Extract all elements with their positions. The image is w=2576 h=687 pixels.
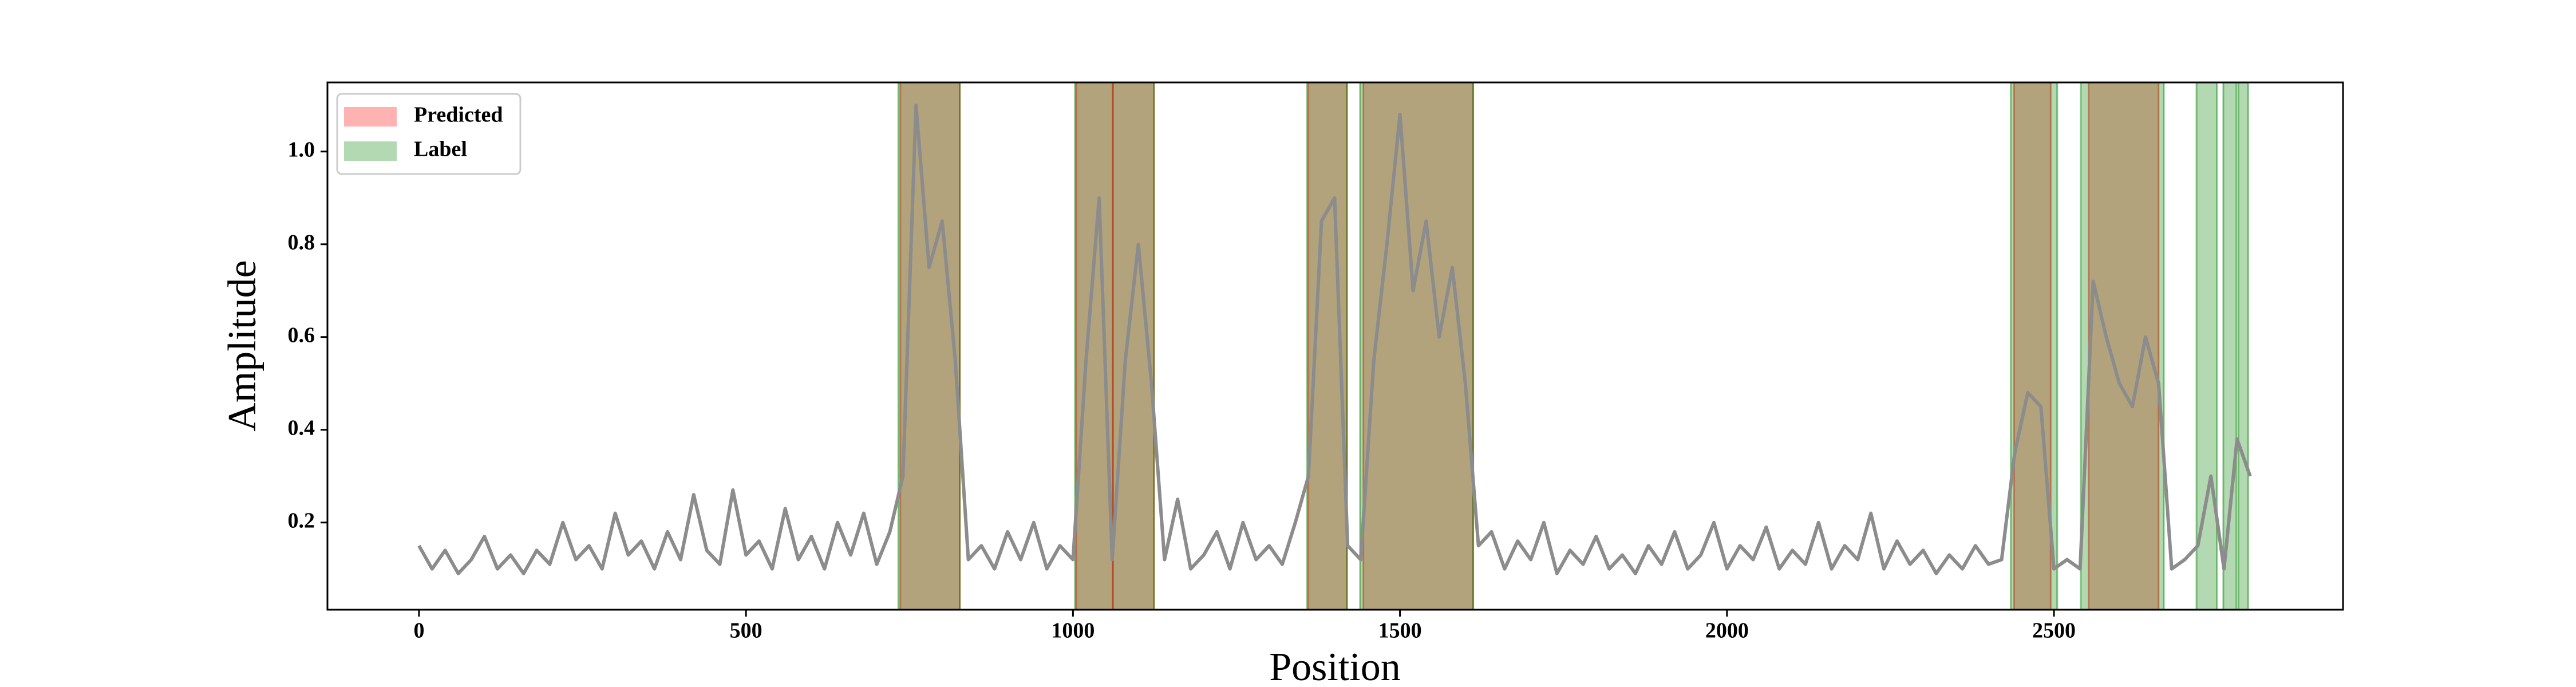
x-axis-label: Position — [1269, 645, 1401, 687]
y-tick-label: 0.6 — [288, 323, 315, 347]
legend-swatch — [344, 141, 397, 161]
span — [2080, 81, 2165, 611]
x-tick-label: 1000 — [1051, 619, 1095, 643]
x-tick-label: 2000 — [1705, 619, 1749, 643]
data-line — [417, 103, 2252, 575]
legend-swatch — [344, 107, 397, 127]
span — [2013, 81, 2052, 611]
x-tick-label: 0 — [413, 619, 424, 643]
x-tick-label: 500 — [730, 619, 762, 643]
legend-box — [336, 93, 521, 175]
span — [1362, 81, 1475, 611]
y-axis-label: Amplitude — [220, 260, 264, 431]
x-tick-label: 1500 — [1378, 619, 1422, 643]
span — [2237, 81, 2249, 611]
plot-frame — [326, 81, 2344, 611]
legend-label: Label — [414, 137, 467, 161]
legend-label: Predicted — [414, 103, 503, 127]
x-tick-label: 2500 — [2032, 619, 2076, 643]
y-tick-label: 0.4 — [288, 416, 315, 440]
span — [1359, 81, 1475, 611]
y-tick-label: 0.2 — [288, 508, 315, 532]
span — [2222, 81, 2238, 611]
span — [1075, 81, 1114, 611]
y-tick-label: 0.8 — [288, 230, 315, 254]
y-tick-label: 1.0 — [288, 137, 315, 161]
span — [899, 81, 961, 611]
